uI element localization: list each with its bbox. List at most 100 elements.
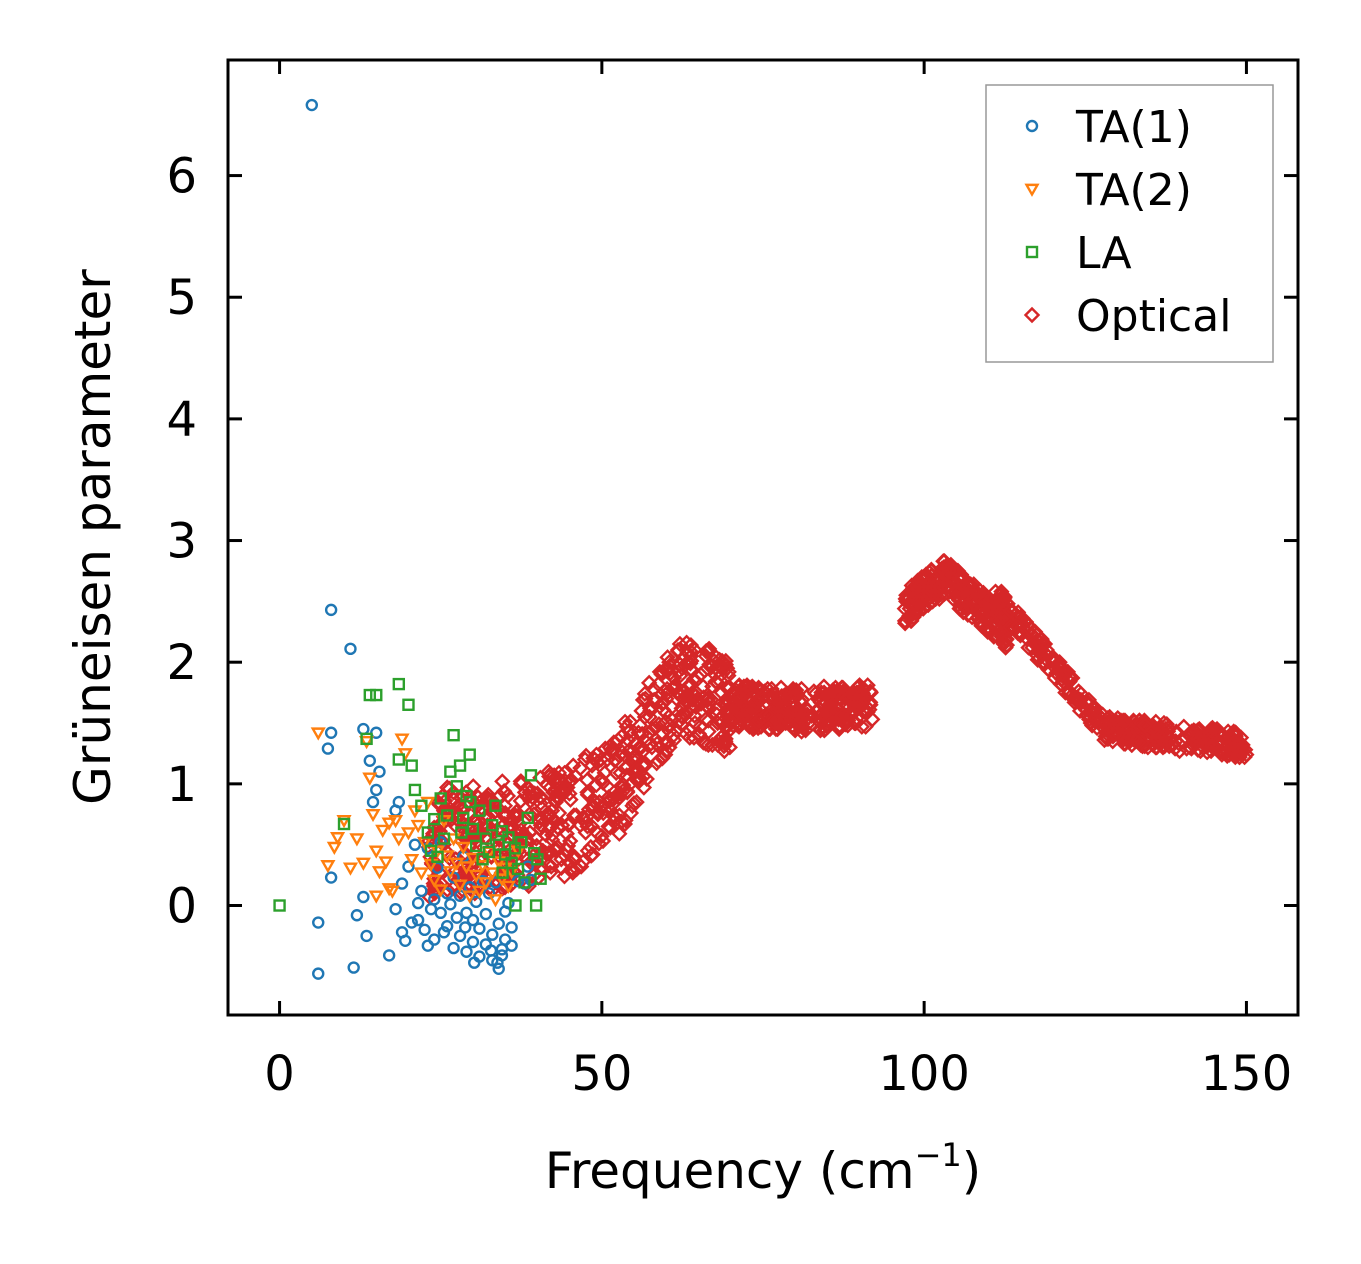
data-point — [560, 817, 577, 834]
data-point — [553, 817, 571, 834]
data-point — [342, 862, 359, 876]
data-point — [829, 707, 846, 724]
data-point — [484, 867, 500, 881]
data-point — [305, 98, 318, 112]
data-point — [452, 869, 469, 886]
data-point — [636, 708, 654, 726]
data-point — [494, 873, 510, 887]
legend-label: TA(1) — [1075, 102, 1192, 153]
x-axis-title-suffix: ) — [962, 1142, 982, 1200]
data-point — [475, 860, 491, 874]
data-point — [700, 712, 717, 729]
data-point — [969, 587, 986, 604]
data-point — [709, 674, 726, 692]
data-point — [479, 907, 493, 921]
data-point — [402, 698, 415, 711]
data-point — [428, 812, 441, 826]
data-point — [948, 562, 966, 580]
data-point — [357, 890, 370, 904]
data-point — [648, 754, 665, 772]
data-point — [433, 884, 449, 898]
data-point — [813, 684, 830, 701]
data-point — [687, 699, 705, 716]
data-point — [347, 961, 360, 974]
data-point — [505, 939, 518, 952]
data-point — [1009, 604, 1027, 621]
data-point — [742, 705, 760, 722]
x-tick-label: 100 — [878, 1046, 970, 1102]
data-point — [1136, 717, 1154, 734]
data-point — [463, 748, 476, 761]
data-point — [682, 661, 699, 678]
data-point — [565, 862, 582, 879]
data-point — [545, 767, 563, 784]
data-point — [535, 860, 552, 878]
data-point — [1202, 722, 1219, 739]
data-point — [362, 772, 378, 786]
data-point — [444, 898, 457, 911]
data-point — [546, 791, 563, 808]
data-point — [997, 606, 1014, 623]
legend-marker-ta-1- — [1025, 119, 1039, 133]
data-point — [1113, 714, 1130, 732]
data-point — [648, 735, 666, 752]
data-point — [534, 872, 547, 885]
x-axis-title: Frequency (cm−1) — [545, 1136, 982, 1200]
data-point — [1157, 726, 1175, 744]
data-point — [550, 804, 568, 822]
data-point — [586, 793, 603, 811]
data-point — [439, 881, 456, 898]
data-point — [524, 769, 538, 782]
data-point — [678, 703, 696, 721]
data-point — [466, 913, 480, 927]
data-point — [694, 678, 712, 695]
data-point — [452, 879, 468, 893]
data-point — [391, 833, 407, 847]
data-point — [424, 825, 442, 842]
data-point — [469, 839, 483, 853]
data-point — [1123, 736, 1140, 754]
data-point — [776, 700, 793, 717]
data-point — [772, 717, 790, 734]
data-point — [589, 806, 607, 823]
data-point — [466, 935, 480, 949]
data-point — [540, 768, 558, 785]
data-point — [355, 857, 371, 871]
data-point — [382, 949, 396, 962]
data-point — [556, 764, 573, 782]
data-point — [830, 685, 847, 703]
data-point — [1012, 624, 1030, 642]
data-point — [763, 680, 780, 698]
data-point — [521, 824, 539, 841]
data-point — [561, 785, 578, 802]
data-point — [1028, 636, 1045, 654]
data-point — [515, 836, 528, 849]
data-point — [1133, 734, 1151, 751]
data-point — [923, 561, 940, 578]
data-point — [446, 833, 462, 847]
legend-label: TA(2) — [1075, 165, 1192, 216]
data-point — [1167, 733, 1184, 750]
legend: TA(1) TA(2) LA Optical — [985, 84, 1274, 363]
data-point — [568, 807, 585, 824]
data-point — [455, 841, 471, 856]
data-point — [1213, 746, 1231, 763]
data-point — [595, 804, 612, 822]
y-axis-ticks: 0 1 2 3 4 5 6 — [166, 149, 1298, 935]
data-point — [392, 677, 406, 691]
data-point — [852, 686, 870, 704]
x-tick-label: 0 — [264, 1046, 295, 1102]
data-point — [465, 852, 481, 866]
data-point — [529, 785, 546, 802]
data-point — [368, 845, 384, 859]
data-point — [415, 799, 428, 812]
data-point — [365, 808, 381, 823]
data-point — [612, 764, 629, 782]
data-point — [484, 944, 498, 957]
data-point — [579, 784, 596, 801]
data-point — [512, 775, 530, 793]
data-point — [494, 773, 511, 790]
data-point — [616, 713, 634, 731]
data-point — [1033, 635, 1051, 653]
data-point — [541, 820, 558, 838]
